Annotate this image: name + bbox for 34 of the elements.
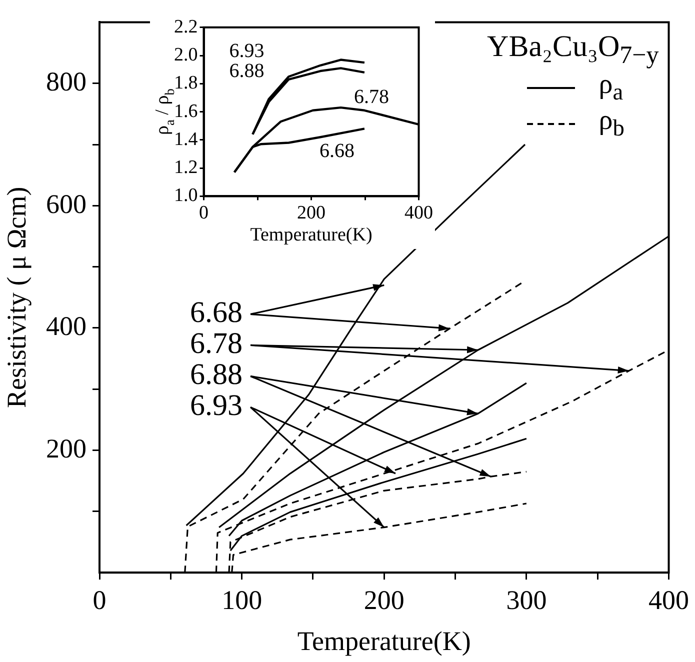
y-tick-label: 1.4 [174,128,198,150]
y-tick-label: 1.2 [174,157,198,178]
annotation: 6.88 [190,358,242,392]
annotation: 6.93 [190,389,242,422]
y-tick-label: 600 [46,188,86,219]
annotation: 6.68 [190,296,242,330]
y-tick-label: 2.0 [174,44,198,66]
series-label: 6.78 [354,86,389,108]
x-axis-title: Temperature(K) [297,626,471,656]
x-tick-label: 0 [199,202,208,224]
x-tick-label: 200 [297,202,326,224]
legend-title: YBa₂Cu₃O$_{7−y}$ [487,30,659,70]
x-tick-label: 300 [506,584,547,615]
annotation: 6.78 [190,327,242,360]
y-tick-label: 1.8 [174,72,198,94]
x-tick-label: 100 [222,584,262,615]
y-tick-label: 1.6 [174,100,198,122]
y-tick-label: 2.2 [174,16,198,38]
series-label: 6.88 [229,60,264,82]
x-tick-label: 400 [648,584,689,615]
legend-label: ρ$_{a}$ [598,69,624,107]
series-label: 6.93 [229,40,264,62]
x-tick-label: 0 [92,584,106,615]
x-tick-label: 200 [364,584,404,615]
y-tick-label: 1.0 [174,185,198,206]
x-axis-title: Temperature(K) [250,224,372,246]
series-label: 6.68 [320,140,355,162]
y-axis-title: ρa / ρb [152,88,177,135]
y-tick-label: 800 [46,66,86,96]
legend-label: ρ$_{b}$ [598,105,626,143]
y-tick-label: 400 [46,311,86,342]
y-tick-label: 200 [46,433,86,464]
y-axis-title: Resistivity ( μ Ωcm) [2,186,32,408]
x-tick-label: 400 [404,202,433,224]
